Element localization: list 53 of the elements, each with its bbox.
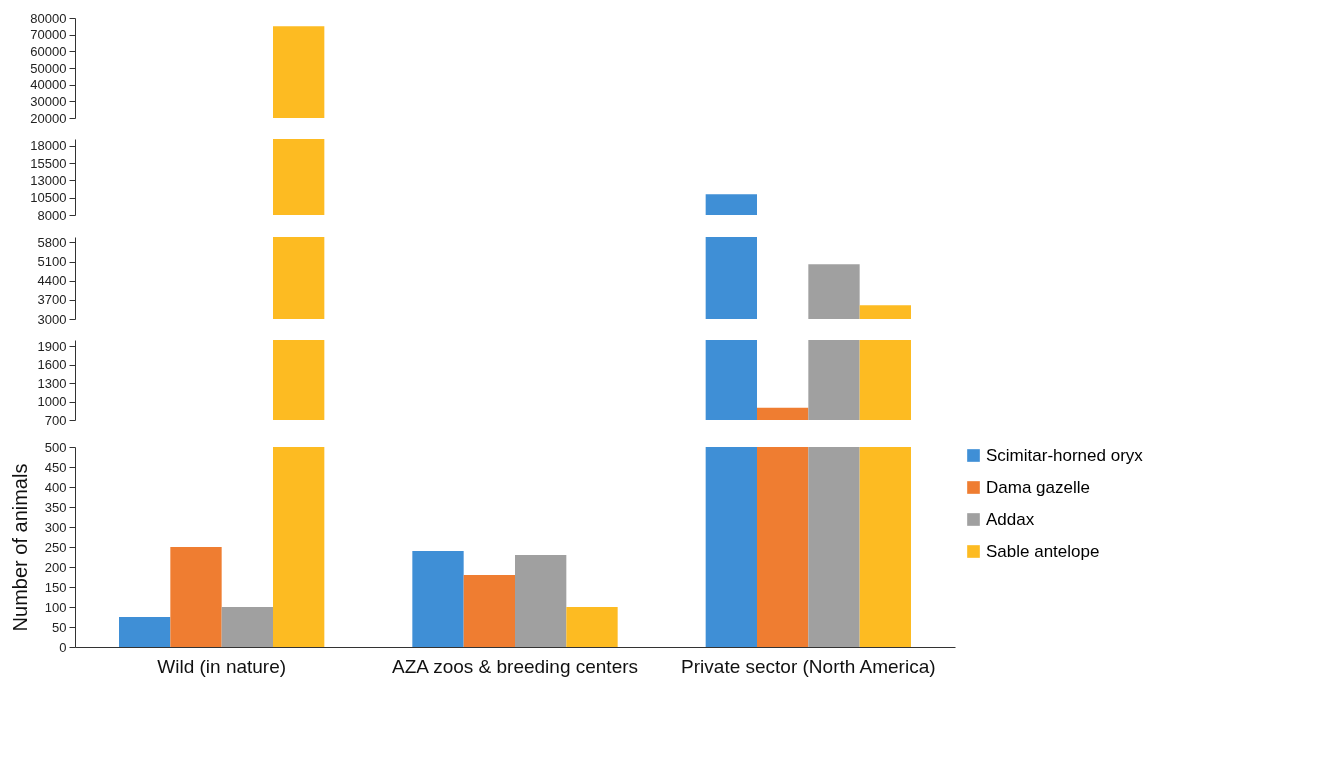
bar <box>705 447 757 647</box>
bar <box>757 447 809 647</box>
x-tick-label: Private sector (North America) <box>681 655 936 677</box>
y-tick-label: 5100 <box>37 254 67 270</box>
legend-label: Addax <box>986 509 1035 529</box>
y-tick-label: 3700 <box>37 292 67 308</box>
x-tick-label: AZA zoos & breeding centers <box>391 655 639 677</box>
y-tick-label: 50000 <box>30 60 67 76</box>
bar <box>515 555 567 647</box>
bar <box>808 447 860 647</box>
legend-label: Sable antelope <box>986 541 1100 561</box>
y-tick-label: 1600 <box>37 357 67 373</box>
y-tick-label: 500 <box>44 439 67 455</box>
y-tick-label: 70000 <box>30 27 67 43</box>
y-tick-label: 350 <box>44 499 67 515</box>
y-tick-label: 15500 <box>30 155 67 171</box>
bar <box>859 447 911 647</box>
bar <box>221 607 273 647</box>
y-tick-label: 700 <box>44 412 67 428</box>
y-tick-label: 20000 <box>30 110 67 126</box>
y-tick-label: 10500 <box>30 190 67 206</box>
y-tick-label: 0 <box>59 639 67 655</box>
legend-label: Dama gazelle <box>986 477 1090 497</box>
y-tick-label: 1900 <box>37 338 67 354</box>
y-tick-label: 8000 <box>37 207 67 223</box>
y-tick-label: 1000 <box>37 394 67 410</box>
y-tick-label: 400 <box>44 479 67 495</box>
y-tick-label: 60000 <box>30 43 67 59</box>
y-tick-label: 300 <box>44 519 67 535</box>
y-tick-label: 50 <box>52 619 67 635</box>
y-tick-label: 1300 <box>37 375 67 391</box>
bar <box>463 575 515 647</box>
bar <box>119 617 171 647</box>
y-axis-title: Number of animals <box>8 463 31 632</box>
y-tick-label: 5800 <box>37 234 67 250</box>
y-tick-label: 30000 <box>30 93 67 109</box>
y-tick-label: 13000 <box>30 172 67 188</box>
y-tick-label: 3000 <box>37 311 67 327</box>
y-tick-label: 18000 <box>30 138 67 154</box>
y-tick-label: 4400 <box>37 273 67 289</box>
legend-label: Scimitar-horned oryx <box>986 445 1144 465</box>
y-tick-label: 200 <box>44 559 67 575</box>
bar <box>412 551 464 647</box>
y-tick-label: 40000 <box>30 77 67 93</box>
y-tick-label: 250 <box>44 539 67 555</box>
bar <box>273 447 325 647</box>
bar <box>566 607 618 647</box>
bar <box>170 547 222 647</box>
y-tick-label: 150 <box>44 579 67 595</box>
y-tick-label: 100 <box>44 599 67 615</box>
y-tick-label: 80000 <box>30 10 67 26</box>
x-tick-label: Wild (in nature) <box>157 655 287 677</box>
y-tick-label: 450 <box>44 459 67 475</box>
